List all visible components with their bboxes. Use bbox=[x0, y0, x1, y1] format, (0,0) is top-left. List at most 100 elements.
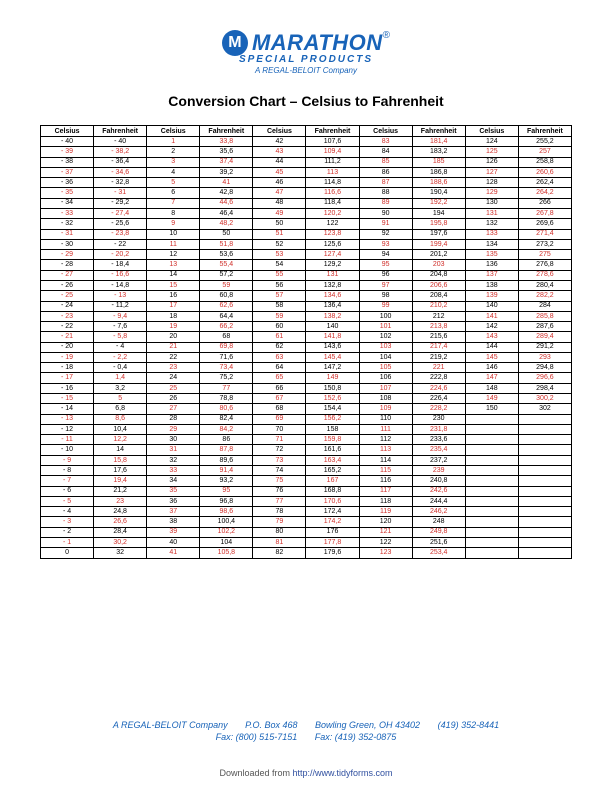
download-link[interactable]: http://www.tidyforms.com bbox=[293, 768, 393, 778]
cell-fahrenheit: - 18,4 bbox=[94, 260, 147, 270]
cell-celsius: 40 bbox=[147, 537, 200, 547]
cell-fahrenheit: 167 bbox=[306, 476, 359, 486]
cell-celsius: - 18 bbox=[41, 363, 94, 373]
cell-celsius: 64 bbox=[253, 363, 306, 373]
table-row: - 34- 29,2744,648118,489192,2130266 bbox=[41, 198, 572, 208]
cell-fahrenheit: 284 bbox=[518, 301, 571, 311]
cell-fahrenheit: 95 bbox=[200, 486, 253, 496]
cell-fahrenheit: - 2,2 bbox=[94, 352, 147, 362]
cell-celsius: 23 bbox=[147, 363, 200, 373]
cell-fahrenheit: 6,8 bbox=[94, 404, 147, 414]
cell-celsius: 15 bbox=[147, 280, 200, 290]
cell-fahrenheit: 91,4 bbox=[200, 466, 253, 476]
cell-celsius: 68 bbox=[253, 404, 306, 414]
col-header-celsius: Celsius bbox=[359, 126, 412, 137]
cell-fahrenheit: 165,2 bbox=[306, 466, 359, 476]
cell-celsius: - 38 bbox=[41, 157, 94, 167]
table-row: - 171,42475,265149106222,8147296,6 bbox=[41, 373, 572, 383]
cell-celsius: 100 bbox=[359, 311, 412, 321]
cell-fahrenheit bbox=[518, 445, 571, 455]
cell-fahrenheit bbox=[518, 517, 571, 527]
cell-fahrenheit: 278,6 bbox=[518, 270, 571, 280]
cell-fahrenheit: 51,8 bbox=[200, 239, 253, 249]
cell-celsius: - 22 bbox=[41, 322, 94, 332]
cell-celsius: 113 bbox=[359, 445, 412, 455]
cell-fahrenheit: 159,8 bbox=[306, 435, 359, 445]
cell-celsius bbox=[465, 517, 518, 527]
cell-fahrenheit: 161,6 bbox=[306, 445, 359, 455]
cell-fahrenheit: 57,2 bbox=[200, 270, 253, 280]
table-row: - 10143187,872161,6113235,4 bbox=[41, 445, 572, 455]
cell-celsius: 139 bbox=[465, 291, 518, 301]
cell-fahrenheit: 30,2 bbox=[94, 537, 147, 547]
cell-fahrenheit: 100,4 bbox=[200, 517, 253, 527]
cell-fahrenheit: 199,4 bbox=[412, 239, 465, 249]
cell-fahrenheit: 257 bbox=[518, 147, 571, 157]
table-row: - 26- 14,8155956132,897206,6138280,4 bbox=[41, 280, 572, 290]
cell-fahrenheit bbox=[518, 435, 571, 445]
cell-celsius: 92 bbox=[359, 229, 412, 239]
cell-fahrenheit: 226,4 bbox=[412, 394, 465, 404]
cell-celsius: - 34 bbox=[41, 198, 94, 208]
cell-celsius: 149 bbox=[465, 394, 518, 404]
cell-fahrenheit: 264,2 bbox=[518, 188, 571, 198]
table-row: - 25- 131660,857134,698208,4139282,2 bbox=[41, 291, 572, 301]
cell-fahrenheit: 104 bbox=[200, 537, 253, 547]
cell-celsius: 131 bbox=[465, 208, 518, 218]
cell-celsius: 74 bbox=[253, 466, 306, 476]
cell-fahrenheit: 253,4 bbox=[412, 548, 465, 558]
cell-celsius: 129 bbox=[465, 188, 518, 198]
table-row: - 29- 20,21253,653127,494201,2135275 bbox=[41, 250, 572, 260]
cell-fahrenheit: 186,8 bbox=[412, 167, 465, 177]
cell-celsius: - 37 bbox=[41, 167, 94, 177]
cell-celsius: - 16 bbox=[41, 383, 94, 393]
table-row: - 19- 2,22271,663145,4104219,2145293 bbox=[41, 352, 572, 362]
cell-celsius bbox=[465, 507, 518, 517]
cell-fahrenheit bbox=[518, 455, 571, 465]
cell-fahrenheit: 249,8 bbox=[412, 527, 465, 537]
cell-fahrenheit: 248 bbox=[412, 517, 465, 527]
cell-fahrenheit: 26,6 bbox=[94, 517, 147, 527]
cell-celsius: 60 bbox=[253, 322, 306, 332]
table-row: - 138,62882,469156,2110230 bbox=[41, 414, 572, 424]
cell-celsius: 21 bbox=[147, 342, 200, 352]
footer-phone: (419) 352-8441 bbox=[438, 720, 500, 730]
cell-celsius: 109 bbox=[359, 404, 412, 414]
cell-fahrenheit: 96,8 bbox=[200, 496, 253, 506]
cell-fahrenheit: 221 bbox=[412, 363, 465, 373]
cell-fahrenheit: 276,8 bbox=[518, 260, 571, 270]
cell-celsius: - 30 bbox=[41, 239, 94, 249]
cell-celsius: 28 bbox=[147, 414, 200, 424]
download-prefix: Downloaded from bbox=[219, 768, 292, 778]
footer-fax2: Fax: (419) 352-0875 bbox=[315, 732, 397, 742]
cell-celsius: 61 bbox=[253, 332, 306, 342]
cell-celsius: - 17 bbox=[41, 373, 94, 383]
cell-celsius: 69 bbox=[253, 414, 306, 424]
cell-fahrenheit bbox=[518, 414, 571, 424]
cell-celsius: 124 bbox=[465, 137, 518, 147]
col-header-fahrenheit: Fahrenheit bbox=[200, 126, 253, 137]
cell-fahrenheit: 183,2 bbox=[412, 147, 465, 157]
cell-celsius: 50 bbox=[253, 219, 306, 229]
cell-celsius: 133 bbox=[465, 229, 518, 239]
cell-fahrenheit: 82,4 bbox=[200, 414, 253, 424]
cell-fahrenheit: - 38,2 bbox=[94, 147, 147, 157]
cell-celsius: 62 bbox=[253, 342, 306, 352]
table-row: - 27- 16,61457,25513196204,8137278,6 bbox=[41, 270, 572, 280]
cell-celsius: 108 bbox=[359, 394, 412, 404]
cell-fahrenheit: 190,4 bbox=[412, 188, 465, 198]
cell-fahrenheit: 39,2 bbox=[200, 167, 253, 177]
cell-fahrenheit: 35,6 bbox=[200, 147, 253, 157]
cell-fahrenheit: 291,2 bbox=[518, 342, 571, 352]
cell-celsius: - 5 bbox=[41, 496, 94, 506]
cell-fahrenheit bbox=[518, 486, 571, 496]
cell-fahrenheit: 217,4 bbox=[412, 342, 465, 352]
cell-celsius: 148 bbox=[465, 383, 518, 393]
cell-celsius: 16 bbox=[147, 291, 200, 301]
cell-fahrenheit: - 4 bbox=[94, 342, 147, 352]
cell-celsius: - 3 bbox=[41, 517, 94, 527]
col-header-celsius: Celsius bbox=[253, 126, 306, 137]
cell-fahrenheit: 174,2 bbox=[306, 517, 359, 527]
cell-celsius: 29 bbox=[147, 424, 200, 434]
cell-celsius: 111 bbox=[359, 424, 412, 434]
